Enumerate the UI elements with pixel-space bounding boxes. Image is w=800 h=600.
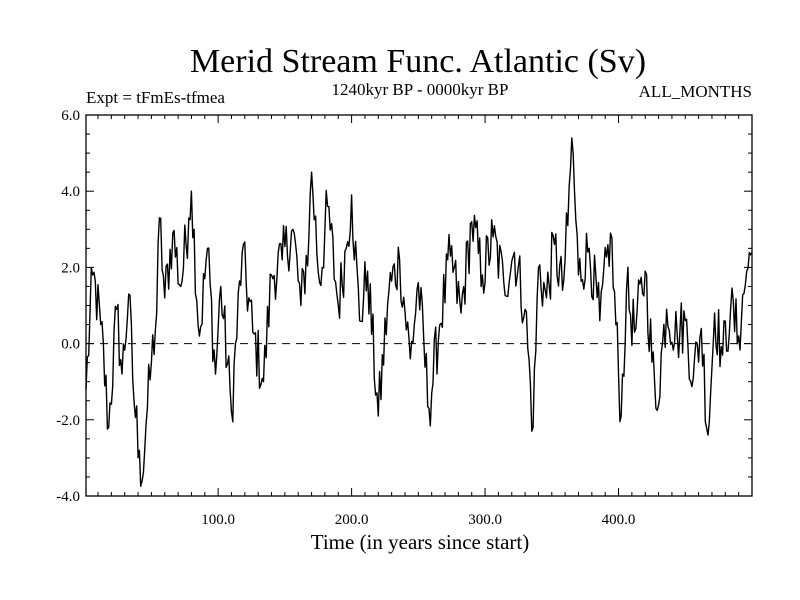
x-tick-label: 200.0 <box>335 512 369 528</box>
y-axis-ticks: -4.0 -2.0 0.0 2.0 4.0 6.0 <box>56 108 752 505</box>
x-axis-label: Time (in years since start) <box>311 530 530 554</box>
plot-area-frame <box>85 114 753 497</box>
y-tick-label: 0.0 <box>61 337 80 353</box>
x-tick-label: 100.0 <box>201 512 235 528</box>
x-axis-ticks: 100.0 200.0 300.0 400.0 <box>97 115 753 528</box>
subtitle-experiment: Expt = tFmEs-tfmea <box>86 88 225 107</box>
x-tick-label: 400.0 <box>602 512 636 528</box>
chart-title: Merid Stream Func. Atlantic (Sv) <box>190 43 646 80</box>
y-tick-label: 2.0 <box>61 260 80 276</box>
subtitle-months: ALL_MONTHS <box>639 82 752 101</box>
y-tick-label: -4.0 <box>56 489 80 505</box>
x-tick-label: 300.0 <box>468 512 502 528</box>
subtitle-period: 1240kyr BP - 0000kyr BP <box>332 80 509 99</box>
series-line <box>85 137 753 487</box>
y-tick-label: 4.0 <box>61 184 80 200</box>
y-tick-label: -2.0 <box>56 413 80 429</box>
y-tick-label: 6.0 <box>61 108 80 124</box>
